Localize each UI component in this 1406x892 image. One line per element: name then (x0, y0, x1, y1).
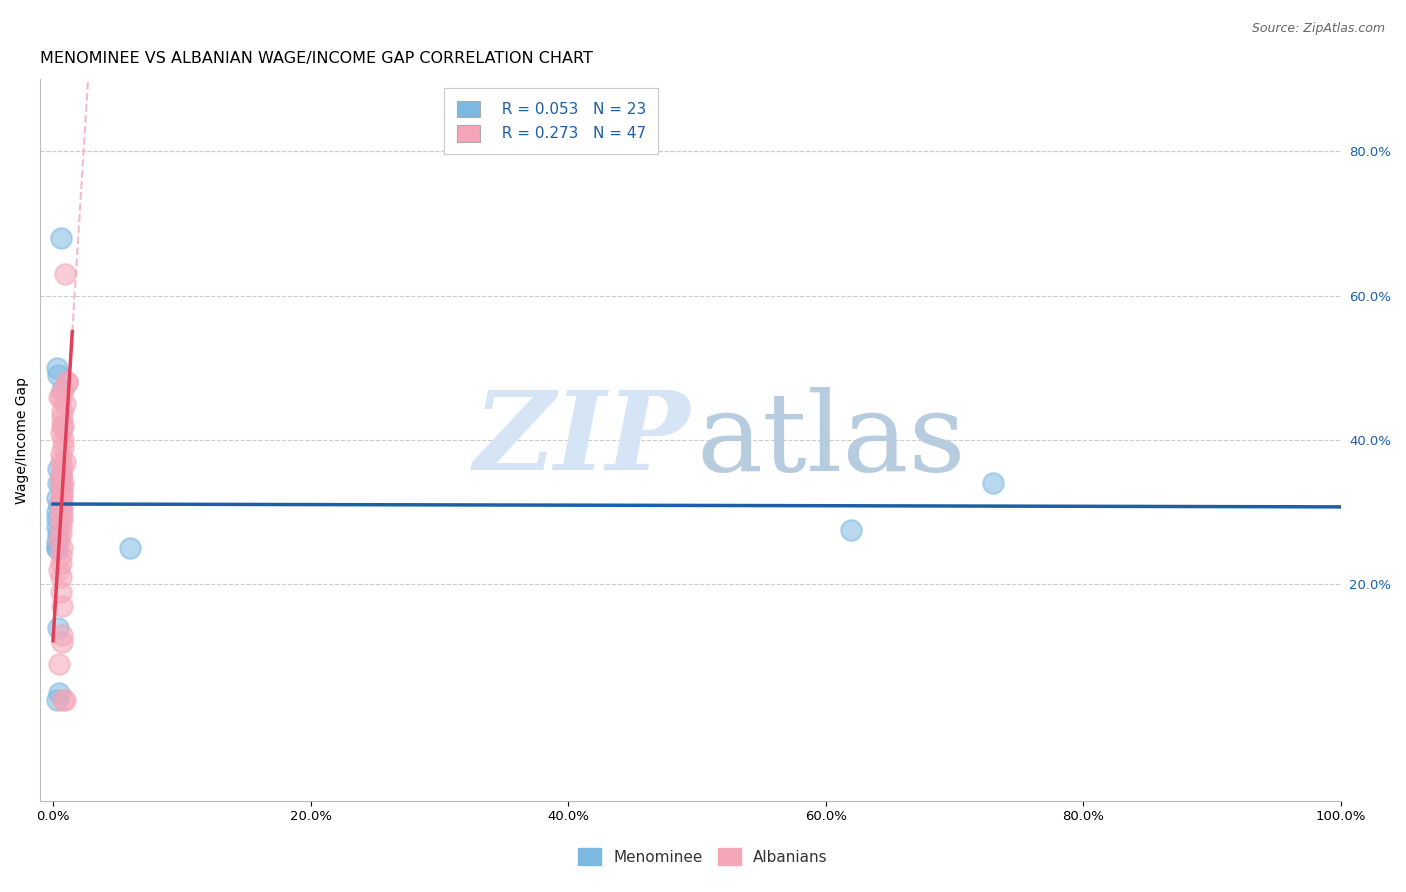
Point (51, 383, 73, 397)
Point (46, 368, 69, 383)
Point (52, 476, 75, 491)
Point (49, 231, 72, 245)
Point (56, 376, 79, 390)
Point (49, 526, 72, 541)
Point (46, 476, 69, 491)
Point (45, 692, 67, 706)
Point (51, 491, 73, 505)
Point (46, 526, 69, 541)
Point (49, 448, 72, 462)
Point (51, 418, 73, 433)
Point (49, 491, 72, 505)
Point (48, 563, 70, 577)
Text: MENOMINEE VS ALBANIAN WAGE/INCOME GAP CORRELATION CHART: MENOMINEE VS ALBANIAN WAGE/INCOME GAP CO… (41, 51, 593, 66)
Point (45, 360, 67, 375)
Point (45, 541, 67, 556)
Point (49, 469, 72, 483)
Point (45, 519, 67, 533)
Point (49, 512, 72, 526)
Point (841, 523, 863, 537)
Point (49, 455, 72, 469)
Point (51, 404, 73, 418)
Text: ZIP: ZIP (474, 386, 690, 494)
Point (49, 425, 72, 440)
Point (53, 455, 76, 469)
Point (120, 541, 142, 556)
Point (52, 692, 75, 706)
Point (51, 462, 73, 476)
Point (51, 505, 73, 519)
Point (49, 549, 72, 563)
Legend: Menominee, Albanians: Menominee, Albanians (572, 842, 834, 871)
Point (45, 491, 67, 505)
Point (51, 483, 73, 498)
Point (45, 512, 67, 526)
Point (49, 469, 72, 483)
Point (53, 267, 76, 281)
Point (53, 692, 76, 706)
Point (52, 440, 75, 454)
Point (51, 599, 73, 613)
Point (49, 505, 72, 519)
Point (49, 498, 72, 512)
Point (52, 383, 75, 397)
Point (49, 476, 72, 491)
Point (51, 628, 73, 642)
Text: Source: ZipAtlas.com: Source: ZipAtlas.com (1251, 22, 1385, 36)
Y-axis label: Wage/Income Gap: Wage/Income Gap (15, 376, 30, 504)
Point (49, 570, 72, 584)
Point (49, 469, 72, 483)
Point (46, 462, 69, 476)
Point (51, 498, 73, 512)
Point (52, 433, 75, 447)
Point (56, 376, 79, 390)
Point (981, 476, 1004, 491)
Point (48, 657, 70, 671)
Point (52, 418, 75, 433)
Legend:   R = 0.053   N = 23,   R = 0.273   N = 47: R = 0.053 N = 23, R = 0.273 N = 47 (444, 88, 658, 153)
Point (49, 556, 72, 570)
Point (49, 519, 72, 533)
Point (45, 505, 67, 519)
Point (48, 390, 70, 404)
Point (45, 534, 67, 549)
Point (51, 512, 73, 526)
Point (48, 498, 70, 512)
Point (49, 476, 72, 491)
Point (51, 635, 73, 649)
Point (48, 685, 70, 699)
Point (48, 534, 70, 549)
Point (51, 541, 73, 556)
Point (53, 397, 76, 411)
Text: atlas: atlas (697, 386, 966, 493)
Point (51, 411, 73, 425)
Point (46, 621, 69, 635)
Point (49, 584, 72, 599)
Point (51, 483, 73, 498)
Point (49, 390, 72, 404)
Point (45, 541, 67, 556)
